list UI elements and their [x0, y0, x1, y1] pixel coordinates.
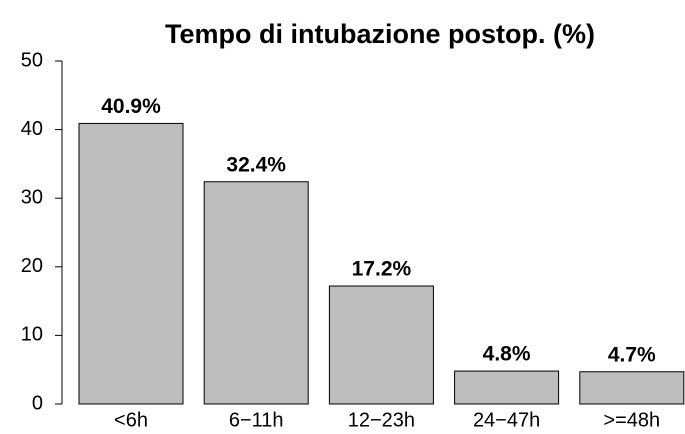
- x-tick-label: 24−47h: [473, 409, 540, 431]
- x-tick-label: 12−23h: [348, 409, 415, 431]
- x-tick-label: <6h: [114, 409, 148, 431]
- bar: [78, 122, 184, 405]
- x-tick-label: 6−11h: [229, 409, 284, 431]
- y-tick-label: 0: [32, 392, 43, 414]
- x-tick-label: >=48h: [603, 409, 660, 431]
- y-tick-label: 10: [21, 324, 43, 346]
- value-label: 40.9%: [101, 95, 161, 118]
- y-tick-label: 30: [21, 186, 43, 208]
- value-label: 4.7%: [608, 343, 656, 366]
- value-label: 32.4%: [226, 153, 286, 176]
- y-tick-label: 20: [21, 255, 43, 277]
- bar: [579, 371, 685, 405]
- value-label: 17.2%: [352, 258, 412, 281]
- chart-title: Tempo di intubazione postop. (%): [165, 19, 595, 49]
- y-tick-label: 40: [21, 118, 43, 140]
- bar: [328, 285, 434, 405]
- bar: [203, 181, 309, 405]
- value-label: 4.8%: [483, 343, 531, 366]
- y-tick-label: 50: [21, 49, 43, 71]
- bar: [454, 370, 560, 405]
